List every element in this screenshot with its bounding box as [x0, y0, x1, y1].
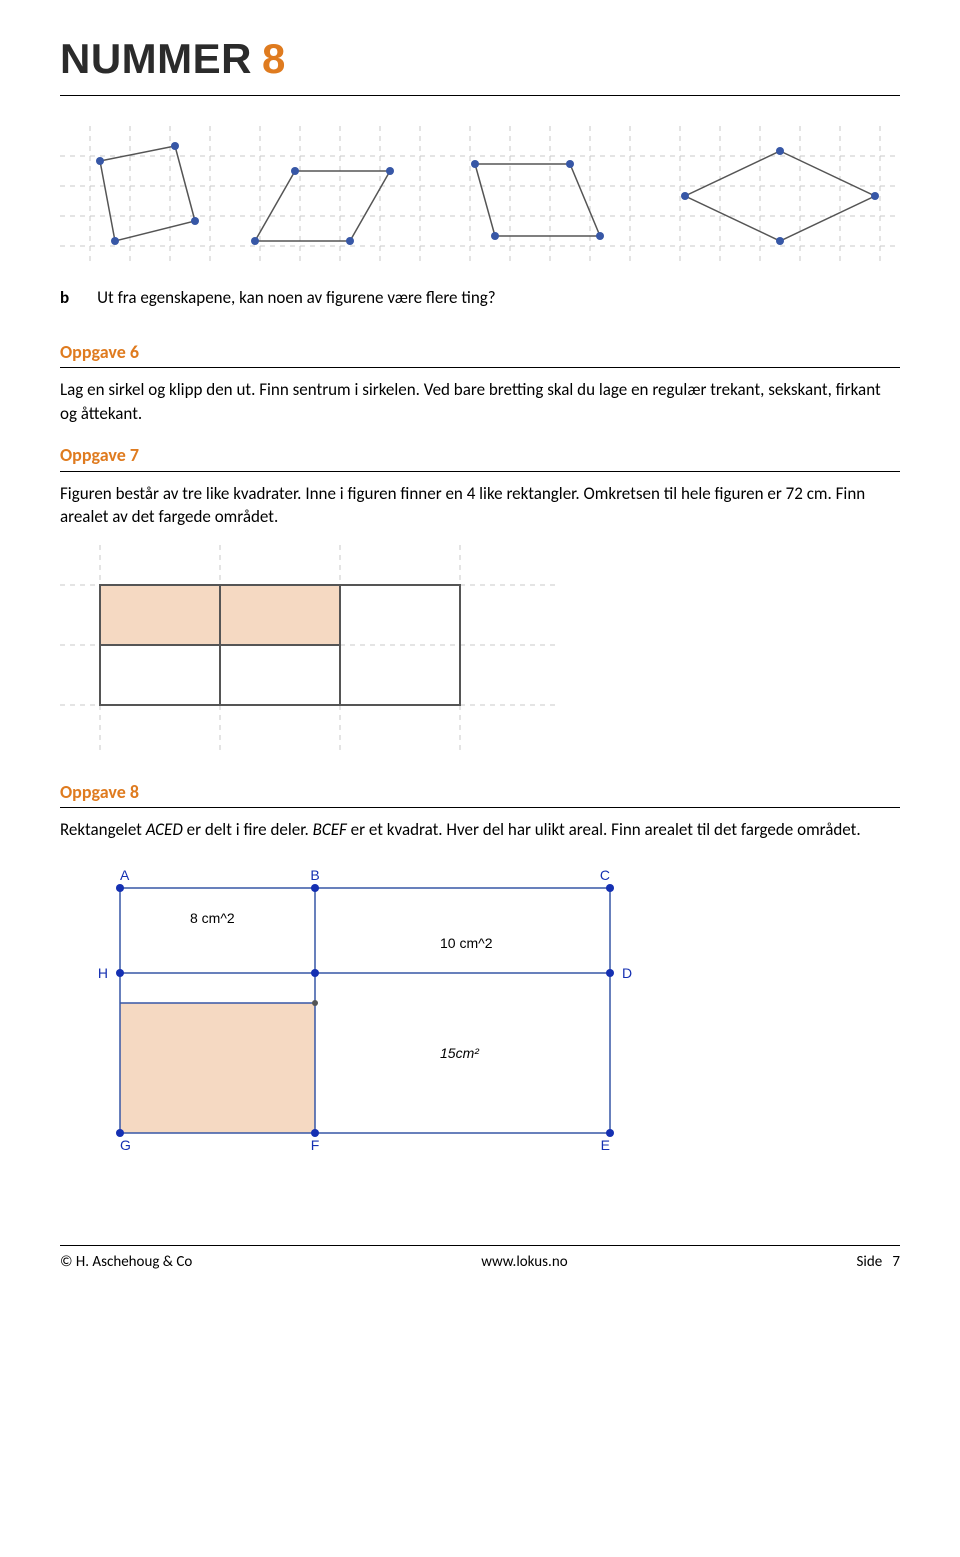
shape-parallelogram	[251, 167, 394, 245]
oppgave8-mid2: er et kvadrat. Hver del har ulikt areal.…	[347, 819, 861, 840]
question-b-label: b	[60, 286, 69, 310]
oppgave8-text-prefix: Rektangelet	[60, 819, 146, 840]
oppgave6-title: Oppgave 6	[60, 340, 900, 368]
question-b: b Ut fra egenskapene, kan noen av figure…	[60, 286, 900, 310]
footer-page-number: 7	[892, 1253, 900, 1271]
shape-rhombus	[681, 147, 879, 245]
oppgave7-figure	[60, 545, 560, 755]
label-G: G	[120, 1137, 131, 1153]
shape-trapezoid	[471, 160, 604, 240]
oppgave7-text: Figuren består av tre like kvadrater. In…	[60, 482, 900, 530]
footer-center: www.lokus.no	[481, 1252, 567, 1273]
label-H: H	[98, 965, 108, 981]
footer-left: © H. Aschehoug & Co	[60, 1252, 192, 1273]
oppgave8-mid1: er delt i fire deler.	[183, 819, 313, 840]
question-b-text: Ut fra egenskapene, kan noen av figurene…	[97, 286, 496, 310]
area-bottom-right: 15cm²	[440, 1045, 480, 1061]
shape-quadrilateral	[96, 142, 199, 245]
page-footer: © H. Aschehoug & Co www.lokus.no Side 7	[60, 1252, 900, 1273]
label-A: A	[120, 867, 130, 883]
label-D: D	[622, 965, 632, 981]
label-C: C	[600, 867, 610, 883]
oppgave7-title: Oppgave 7	[60, 443, 900, 471]
oppgave8-title: Oppgave 8	[60, 780, 900, 808]
footer-rule	[60, 1245, 900, 1246]
oppgave6-text: Lag en sirkel og klipp den ut. Finn sent…	[60, 378, 900, 426]
logo-word: NUMMER	[60, 30, 252, 89]
label-B: B	[310, 867, 319, 883]
label-E: E	[601, 1137, 610, 1153]
oppgave8-bcef: BCEF	[313, 819, 347, 840]
oppgave8-text: Rektangelet ACED er delt i fire deler. B…	[60, 818, 900, 842]
logo-number: 8	[262, 30, 285, 89]
area-top-left: 8 cm^2	[190, 910, 235, 926]
oppgave8-figure: A B C H D G F E 8 cm^2 10 cm^2 15cm²	[60, 858, 660, 1178]
area-top-right: 10 cm^2	[440, 935, 493, 951]
footer-right: Side 7	[857, 1252, 900, 1273]
page-header: NUMMER 8	[60, 30, 900, 93]
footer-side-label: Side	[857, 1253, 883, 1271]
header-rule	[60, 95, 900, 96]
shapes-figure	[60, 126, 900, 266]
label-F: F	[311, 1137, 320, 1153]
oppgave8-aced: ACED	[146, 819, 183, 840]
